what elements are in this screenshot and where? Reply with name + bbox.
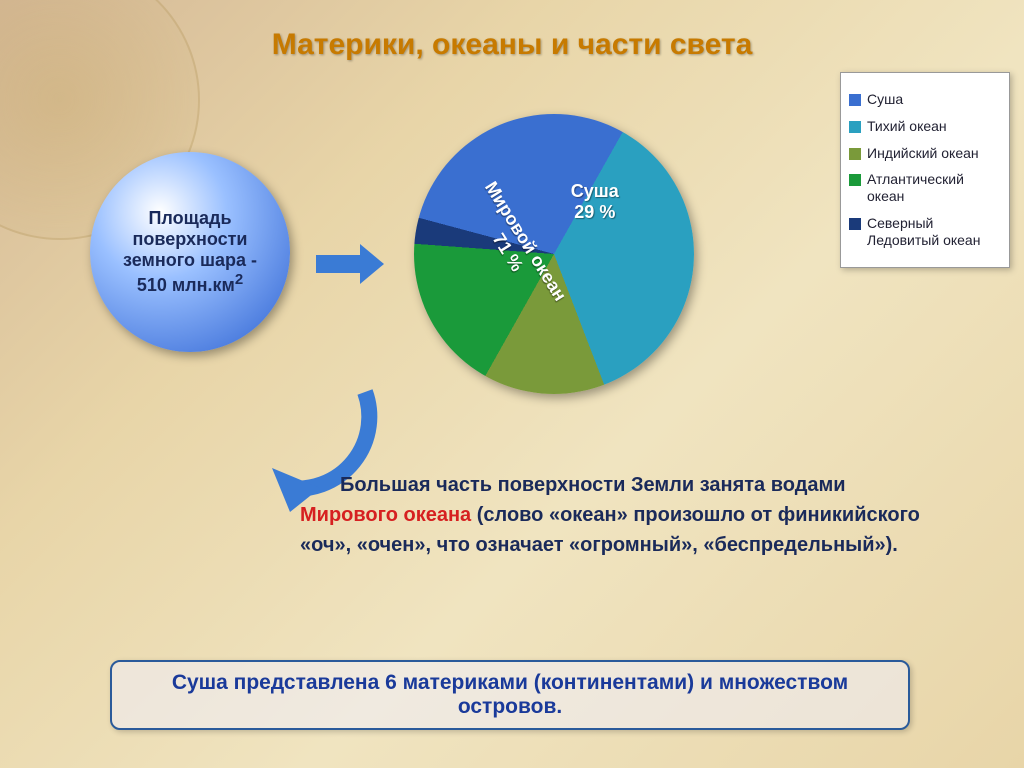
legend-swatch (849, 121, 861, 133)
legend-swatch (849, 174, 861, 186)
legend-label: Северный Ледовитый океан (867, 215, 999, 249)
legend-swatch (849, 218, 861, 230)
pie-chart: Суша29 % Мировой океан71 % (414, 114, 694, 394)
legend-item: Северный Ледовитый океан (849, 215, 999, 249)
legend-label: Тихий океан (867, 118, 947, 135)
arrow-right-icon (316, 244, 384, 284)
legend-swatch (849, 94, 861, 106)
page-title: Материки, океаны и части света (0, 28, 1024, 62)
body-paragraph: Большая часть поверхности Земли занята в… (300, 470, 940, 560)
legend-swatch (849, 148, 861, 160)
legend: Суша Тихий океан Индийский океан Атлантичес… (840, 72, 1010, 268)
footer-text: Суша представлена 6 материками (континен… (132, 671, 888, 719)
legend-item: Суша (849, 91, 999, 108)
legend-item: Атлантический океан (849, 171, 999, 205)
footer-callout: Суша представлена 6 материками (континен… (110, 660, 910, 730)
legend-item: Индийский океан (849, 145, 999, 162)
legend-label: Суша (867, 91, 903, 108)
legend-item: Тихий океан (849, 118, 999, 135)
legend-label: Атлантический океан (867, 171, 999, 205)
pie-label-land: Суша29 % (571, 181, 619, 223)
earth-area-sphere: Площадьповерхностиземного шара -510 млн.… (90, 152, 290, 352)
earth-area-text: Площадьповерхностиземного шара -510 млн.… (113, 198, 267, 306)
legend-label: Индийский океан (867, 145, 979, 162)
